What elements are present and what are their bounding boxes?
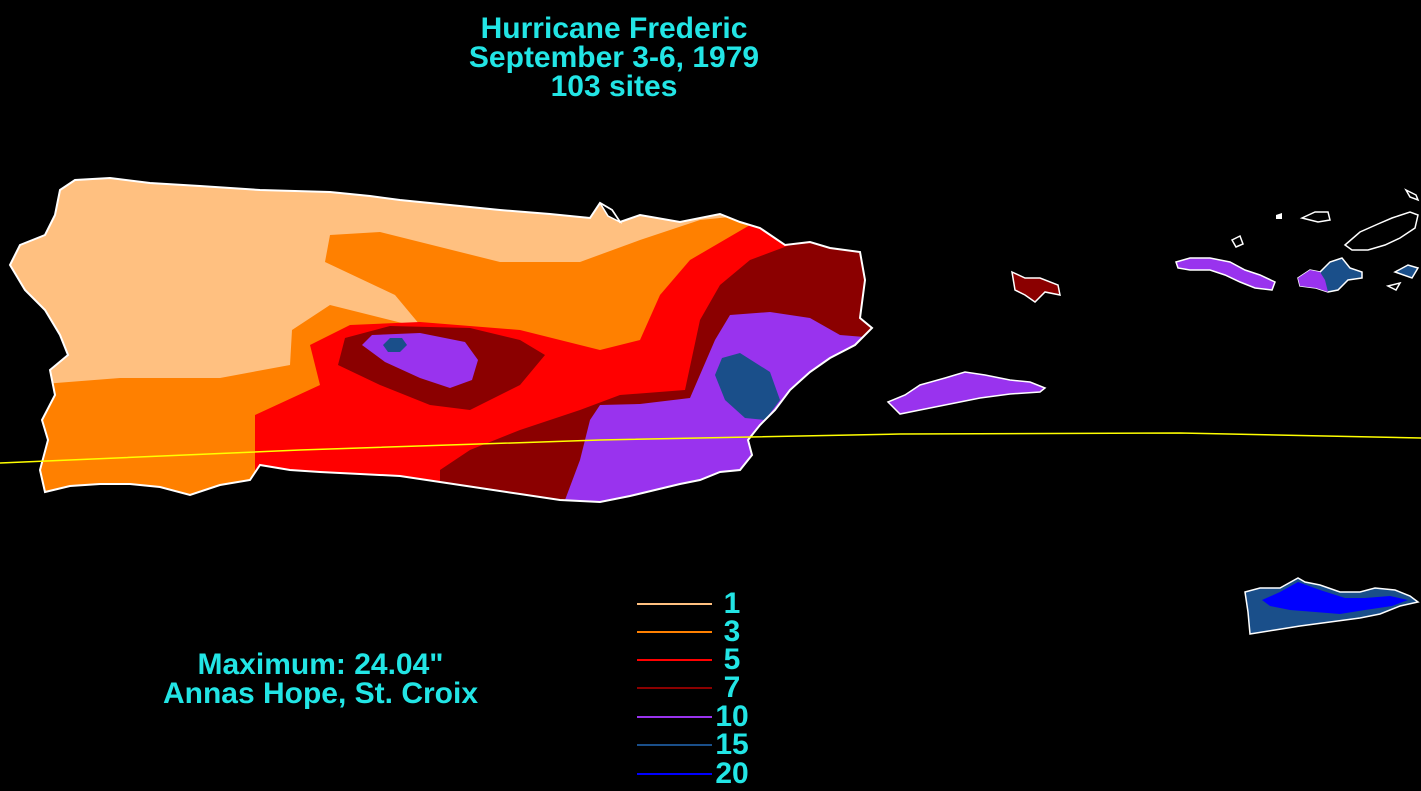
legend-item: 10 [632,700,762,733]
virgin-gorda-tip [1404,188,1420,202]
maximum-rainfall-value: Maximum: 24.04" [197,648,444,681]
small-cay [1230,234,1244,248]
legend-label: 7 [723,671,741,704]
legend-swatch [637,773,712,775]
puerto-rico-rainfall [10,178,872,502]
legend-label: 20 [715,757,749,790]
legend-swatch [637,744,712,746]
legend-item: 20 [632,757,762,790]
site-count: 103 sites [550,70,678,103]
legend-label: 5 [723,643,741,676]
small-islet [1276,213,1282,219]
san-juan-bay [599,202,623,224]
culebra-island [1011,270,1061,303]
map-date-range: September 3-6, 1979 [468,41,760,74]
legend-item: 5 [632,643,762,676]
legend-swatch [637,659,712,661]
tortola-island [1343,211,1419,251]
legend-swatch [637,687,712,689]
legend-swatch [637,716,712,718]
legend-item: 7 [632,671,762,704]
legend-label: 3 [723,615,741,648]
legend-label: 15 [715,728,749,761]
small-bvi-rock [1385,281,1402,291]
legend-swatch [637,631,712,633]
legend-label: 10 [715,700,749,733]
st-thomas-island [1175,257,1276,291]
maximum-rainfall-location: Annas Hope, St. Croix [162,677,479,710]
small-bvi-islet [1393,264,1420,279]
map-title: Hurricane Frederic [480,12,748,45]
legend-swatch [637,603,712,605]
legend-item: 1 [632,587,762,620]
jost-van-dyke-island [1299,211,1331,223]
st-john-west [1298,270,1328,292]
legend-item: 15 [632,728,762,761]
storm-track-line [0,432,1421,464]
puerto-rico-coastline [8,176,874,504]
legend-label: 1 [723,587,741,620]
vieques-island [886,371,1047,415]
legend-item: 3 [632,615,762,648]
st-croix-max-zone [1262,582,1408,614]
